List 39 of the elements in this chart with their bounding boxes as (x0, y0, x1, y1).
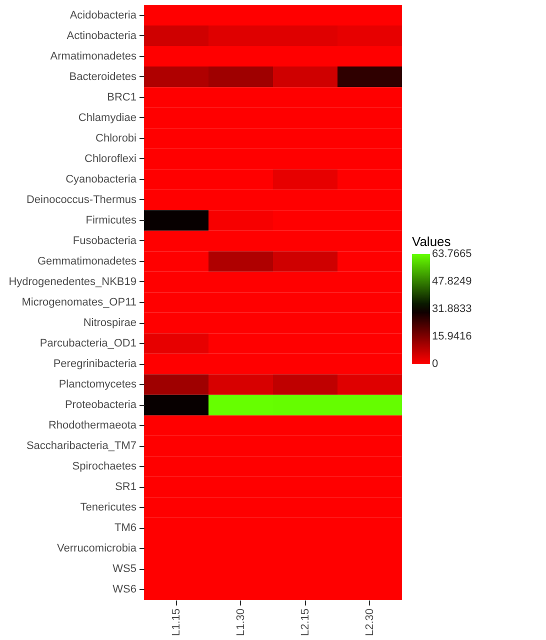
color-bar-label: 15.9416 (432, 330, 472, 342)
y-tick-label: WS5 (112, 563, 136, 576)
y-tick-label: Actinobacteria (66, 30, 138, 42)
y-tick-label: Firmicutes (86, 214, 137, 226)
y-tick-label: Nitrospirae (83, 317, 136, 330)
y-tick-label: Gemmatimonadetes (37, 255, 137, 268)
y-tick-label: Armatimonadetes (50, 50, 137, 62)
y-tick-label: Spirochaetes (72, 460, 137, 473)
y-tick-label: Tenericutes (80, 502, 137, 514)
y-tick-label: Cyanobacteria (66, 173, 138, 186)
y-tick-label: Rhodothermaeota (48, 420, 138, 432)
x-tick-label: L1.30 (234, 608, 247, 636)
y-tick-label: Peregrinibacteria (53, 358, 138, 370)
x-tick-label: L2.15 (299, 608, 312, 636)
y-tick-label: WS6 (112, 584, 136, 596)
color-bar-label: 0 (432, 358, 438, 370)
x-tick-label: L2.30 (364, 608, 376, 636)
y-tick-label: Chlamydiae (78, 112, 136, 124)
y-tick-label: Bacteroidetes (69, 70, 137, 83)
y-tick-label: Hydrogenedentes_NKB19 (8, 276, 136, 288)
y-tick-label: Microgenomates_OP11 (22, 296, 136, 308)
y-tick-label: Deinococcus-Thermus (26, 194, 137, 206)
y-tick-label: Planctomycetes (58, 378, 137, 391)
y-tick-label: Fusobacteria (72, 234, 138, 247)
color-bar-label: 31.8833 (432, 303, 472, 315)
color-bar-label: 47.8249 (432, 276, 472, 288)
y-tick-label: TM6 (114, 522, 136, 534)
y-tick-label: Acidobacteria (70, 9, 138, 22)
y-tick-label: Proteobacteria (64, 399, 138, 412)
y-tick-label: Saccharibacteria_TM7 (26, 440, 136, 452)
y-tick-label: Verrucomicrobia (57, 542, 138, 555)
color-bar-label: 63.7665 (432, 248, 472, 260)
x-tick-label: L1.15 (170, 608, 182, 636)
y-tick-label: Chlorobi (96, 132, 136, 144)
y-tick-label: Chloroflexi (84, 152, 136, 165)
y-tick-label: SR1 (115, 481, 136, 494)
y-tick-label: Parcubacteria_OD1 (40, 338, 136, 350)
legend-title: Values (412, 234, 452, 249)
y-tick-label: BRC1 (107, 91, 136, 104)
